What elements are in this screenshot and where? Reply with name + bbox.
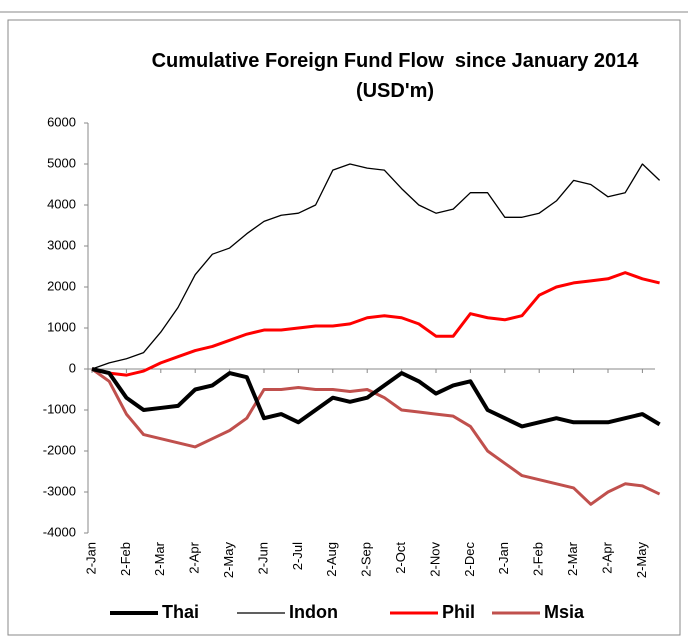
x-tick-label: 2-Jan (496, 542, 511, 575)
x-tick-label: 2-Jul (290, 542, 305, 570)
x-tick-label: 2-Dec (462, 542, 477, 577)
y-tick-label: 1000 (47, 319, 76, 334)
x-tick-label: 2-Sep (359, 542, 374, 577)
x-tick-label: 2-Oct (393, 542, 408, 574)
x-tick-label: 2-Mar (152, 541, 167, 576)
x-tick-label: 2-Feb (118, 542, 133, 576)
y-tick-label: -2000 (43, 442, 76, 457)
x-tick-label: 2-Jan (83, 542, 98, 575)
y-tick-label: 6000 (47, 114, 76, 129)
y-tick-label: 4000 (47, 196, 76, 211)
x-tick-label: 2-Mar (565, 541, 580, 576)
legend-label: Msia (544, 602, 585, 622)
chart-title: Cumulative Foreign Fund Flow since Janua… (151, 50, 644, 102)
series-line (91, 271, 660, 377)
x-tick-label: 2-Apr (187, 541, 202, 573)
x-tick-label: 2-Apr (599, 541, 614, 573)
x-tick-label: 2-Feb (531, 542, 546, 576)
legend-label: Thai (162, 602, 199, 622)
series-line (91, 163, 661, 370)
x-tick-label: 2-Nov (427, 542, 442, 577)
x-tick-label: 2-Jun (255, 542, 270, 575)
y-tick-label: -4000 (43, 524, 76, 539)
y-tick-label: 5000 (47, 155, 76, 170)
y-tick-label: -1000 (43, 401, 76, 416)
x-tick-label: 2-Aug (324, 542, 339, 577)
series-line (91, 367, 661, 429)
y-tick-label: -3000 (43, 483, 76, 498)
legend-label: Phil (442, 602, 475, 622)
x-tick-label: 2-May (634, 542, 649, 579)
frame (7, 19, 681, 636)
y-tick-label: 2000 (47, 278, 76, 293)
y-tick-label: 3000 (47, 237, 76, 252)
legend-label: Indon (289, 602, 338, 622)
x-tick-label: 2-May (221, 542, 236, 579)
y-tick-label: 0 (69, 360, 76, 375)
